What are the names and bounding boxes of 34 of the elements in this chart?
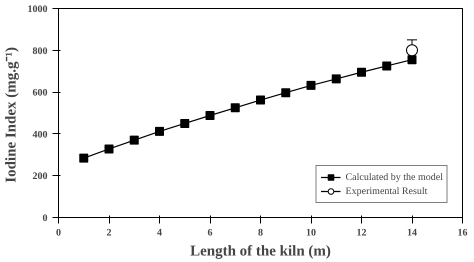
point [206,111,214,120]
y-axis-title: Iodine Index (mg.g⁻¹) [4,46,20,183]
x-tick-label: 14 [407,228,417,238]
point [230,103,240,112]
x-tick-label: 6 [208,228,212,238]
point [104,144,114,154]
y-tick-label: 200 [32,171,48,182]
x-tick-label: 16 [458,228,468,238]
point [357,68,366,77]
point [79,154,88,163]
y-tick-label: 800 [32,46,48,57]
y-tick-label: 1000 [28,4,48,15]
x-tick-label: 12 [356,228,366,238]
point [406,44,418,56]
point [130,136,139,145]
point [306,80,316,90]
y-tick-label: 0 [42,213,48,224]
point [256,96,265,105]
legend-label: Calculated by the model [346,170,443,184]
x-tick-label: 0 [56,228,61,238]
x-tick-label: 8 [258,228,263,238]
x-tick-label: 4 [157,228,162,238]
x-tick-label: 2 [106,228,112,238]
legend-label: Experimental Result [346,184,428,198]
point [180,118,190,128]
point [332,74,341,84]
y-tick-label: 600 [32,88,48,99]
x-tick-label: 10 [306,228,316,238]
y-tick-label: 400 [32,129,48,140]
point [408,55,416,64]
point [382,61,392,70]
point [155,126,164,136]
x-axis-title: Length of the kiln (m) [190,244,331,260]
point [281,88,290,98]
